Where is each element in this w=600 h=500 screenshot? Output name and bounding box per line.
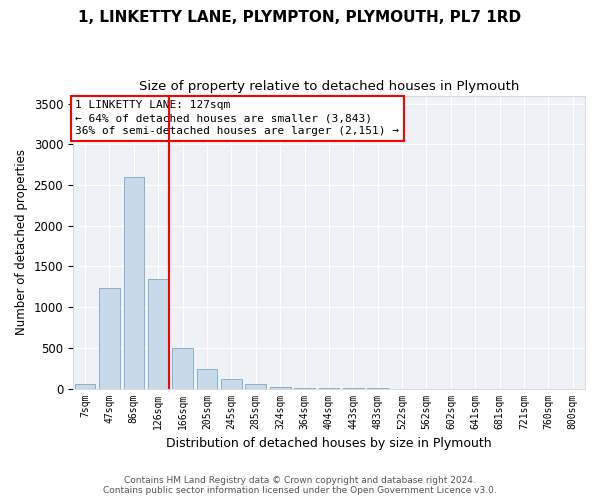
Bar — [124, 177, 144, 388]
Bar — [245, 384, 266, 388]
Bar — [99, 288, 120, 388]
Title: Size of property relative to detached houses in Plymouth: Size of property relative to detached ho… — [139, 80, 519, 93]
Bar — [75, 384, 95, 388]
Bar — [221, 379, 242, 388]
Y-axis label: Number of detached properties: Number of detached properties — [15, 149, 28, 335]
Text: 1, LINKETTY LANE, PLYMPTON, PLYMOUTH, PL7 1RD: 1, LINKETTY LANE, PLYMPTON, PLYMOUTH, PL… — [79, 10, 521, 25]
Text: 1 LINKETTY LANE: 127sqm
← 64% of detached houses are smaller (3,843)
36% of semi: 1 LINKETTY LANE: 127sqm ← 64% of detache… — [76, 100, 400, 136]
Bar — [197, 370, 217, 388]
Bar — [270, 386, 290, 388]
Text: Contains HM Land Registry data © Crown copyright and database right 2024.
Contai: Contains HM Land Registry data © Crown c… — [103, 476, 497, 495]
X-axis label: Distribution of detached houses by size in Plymouth: Distribution of detached houses by size … — [166, 437, 492, 450]
Bar — [172, 348, 193, 389]
Bar — [148, 278, 169, 388]
